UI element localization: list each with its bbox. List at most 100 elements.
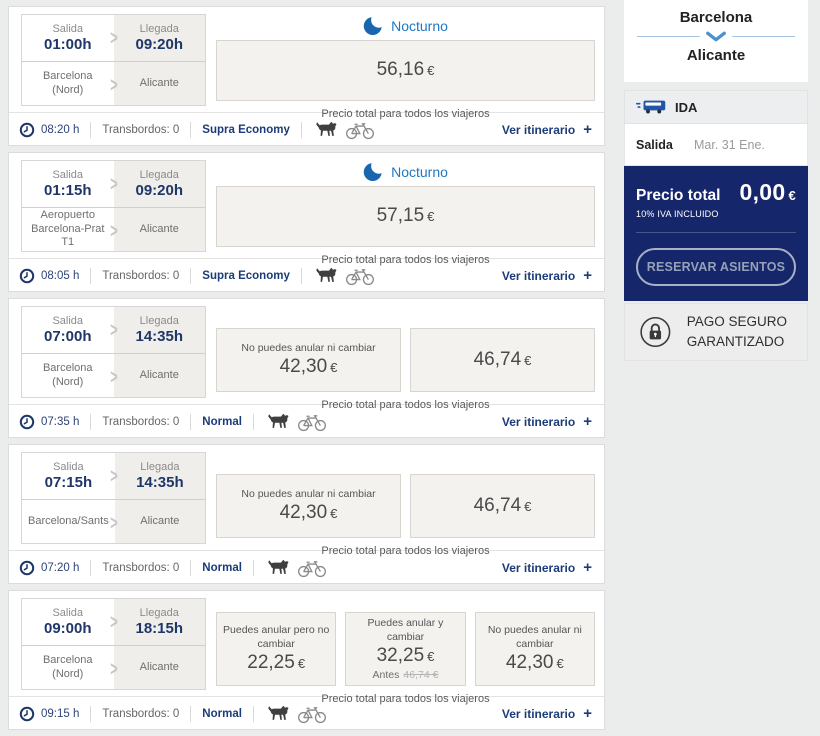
price-note: Precio total para todos los viajeros xyxy=(321,545,490,557)
antes-label: Antes xyxy=(372,669,400,682)
origin-station: Barcelona (Nord) xyxy=(42,361,93,388)
chevron-right-icon: > xyxy=(109,465,118,488)
fare-option[interactable]: Puedes anular y cambiar 32,25 € Antes 46,74 … xyxy=(345,612,466,687)
destination-station: Alicante xyxy=(139,660,179,673)
ver-itinerario-link[interactable]: Ver itinerario + xyxy=(502,705,592,722)
clock-icon xyxy=(19,122,35,137)
fare-price: 56,16 € xyxy=(376,59,435,81)
divider xyxy=(190,413,192,430)
departure-cell: Salida 07:15h Barcelona/Sants xyxy=(22,453,115,543)
fare-option[interactable]: No puedes anular ni cambiar 42,30 € xyxy=(474,612,595,687)
fare-price: 22,25 € xyxy=(247,652,306,674)
dog-icon xyxy=(268,706,289,720)
bicycle-icon xyxy=(345,268,374,285)
chevron-right-icon: > xyxy=(109,74,118,97)
fare-conditions: No puedes anular ni cambiar xyxy=(241,341,376,354)
bicycle-icon xyxy=(297,414,326,431)
fare-class: Supra Economy xyxy=(202,123,290,136)
arrival-time: 18:15h xyxy=(135,620,184,637)
destination-station: Alicante xyxy=(140,514,180,527)
journey-summary: Salida 01:15h Aeropuerto Barcelona-Prat … xyxy=(9,153,604,266)
salida-label: Salida xyxy=(52,315,84,327)
fare-price: 42,30 € xyxy=(280,502,338,524)
chevron-right-icon: > xyxy=(109,319,118,342)
ver-itinerario-label: Ver itinerario xyxy=(501,268,576,283)
divider xyxy=(252,413,254,430)
fare-option[interactable]: Puedes anular pero no cambiar 22,25 € xyxy=(216,612,337,687)
departure-time: 07:15h xyxy=(44,474,93,491)
total-price-panel: Precio total 0,00 € 10% IVA INCLUIDO RESE… xyxy=(624,166,808,301)
fare-amount: 57,15 xyxy=(376,205,425,227)
llegada-label: Llegada xyxy=(140,461,180,473)
clock-icon xyxy=(19,414,35,429)
old-price: 46,74 € xyxy=(403,669,439,682)
fare-option[interactable]: No puedes anular ni cambiar 42,30 € xyxy=(216,328,401,392)
departure-date: Mar. 31 Ene. xyxy=(694,137,765,152)
transfers: Transbordos: 0 xyxy=(102,415,180,428)
time-block: Salida 01:00h Barcelona (Nord) Llegada 0… xyxy=(21,14,206,106)
departure-cell: Salida 01:15h Aeropuerto Barcelona-Prat … xyxy=(22,161,114,251)
llegada-label: Llegada xyxy=(139,315,179,327)
currency-symbol: € xyxy=(427,209,435,225)
chevron-right-icon: > xyxy=(109,27,118,50)
llegada-label: Llegada xyxy=(139,607,179,619)
divider xyxy=(90,705,92,722)
journey-details-bar: 08:05 h Transbordos: 0 Supra Economy Ver… xyxy=(9,258,604,292)
origin-station: Barcelona/Sants xyxy=(28,514,109,527)
ver-itinerario-link[interactable]: Ver itinerario + xyxy=(502,267,592,284)
moon-icon xyxy=(363,161,385,182)
chevron-right-icon: > xyxy=(109,220,118,243)
price-area: No puedes anular ni cambiar 42,30 €46,74 € … xyxy=(216,452,595,557)
fare-price: 46,74 € xyxy=(474,495,532,517)
fare-amount: 56,16 xyxy=(376,59,425,81)
fare-option[interactable]: No puedes anular ni cambiar 42,30 € xyxy=(216,474,401,538)
fare-amount: 22,25 xyxy=(247,652,295,674)
divider-line xyxy=(637,36,700,37)
ver-itinerario-link[interactable]: Ver itinerario + xyxy=(502,559,592,576)
destination-station: Alicante xyxy=(139,368,179,381)
fare-class: Normal xyxy=(202,561,242,574)
origin-station: Aeropuerto Barcelona-Prat T1 xyxy=(31,208,105,249)
time-block: Salida 07:00h Barcelona (Nord) Llegada 1… xyxy=(21,306,206,398)
ver-itinerario-label: Ver itinerario xyxy=(501,414,576,429)
total-price-label: Precio total xyxy=(636,187,721,204)
departure-date-row: Salida Mar. 31 Ene. xyxy=(624,124,808,166)
chevron-down-icon xyxy=(706,31,726,42)
fare-option[interactable]: 46,74 € xyxy=(410,328,595,392)
fare-price: 42,30 € xyxy=(505,652,564,674)
duration: 08:05 h xyxy=(41,269,80,282)
iva-note: 10% IVA INCLUIDO xyxy=(636,209,719,219)
divider xyxy=(190,267,192,284)
fare-option[interactable]: 57,15 € xyxy=(216,186,595,247)
fare-option[interactable]: 56,16 € xyxy=(216,40,595,101)
time-block: Salida 09:00h Barcelona (Nord) Llegada 1… xyxy=(21,598,206,690)
journey-summary: Salida 07:15h Barcelona/Sants Llegada 14… xyxy=(9,445,604,557)
currency-symbol: € xyxy=(788,188,796,203)
duration: 09:15 h xyxy=(41,707,80,720)
transfers: Transbordos: 0 xyxy=(102,707,180,720)
divider xyxy=(90,121,92,138)
ver-itinerario-label: Ver itinerario xyxy=(501,560,576,575)
fare-amount: 42,30 xyxy=(505,652,554,674)
fare-amount: 42,30 xyxy=(279,356,328,378)
reserve-seats-button[interactable]: RESERVAR ASIENTOS xyxy=(636,248,796,286)
ver-itinerario-link[interactable]: Ver itinerario + xyxy=(502,121,592,138)
journey-details-bar: 07:35 h Transbordos: 0 Normal Ver itiner… xyxy=(9,404,604,438)
duration: 07:35 h xyxy=(41,415,80,428)
direction-header: IDA xyxy=(624,90,808,124)
booking-sidebar: Barcelona Alicante IDA Salida Mar. 31 En… xyxy=(624,0,808,361)
journey-summary: Salida 09:00h Barcelona (Nord) Llegada 1… xyxy=(9,591,604,705)
time-block: Salida 01:15h Aeropuerto Barcelona-Prat … xyxy=(21,160,206,252)
ver-itinerario-link[interactable]: Ver itinerario + xyxy=(502,413,592,430)
journey-details-bar: 08:20 h Transbordos: 0 Supra Economy Ver… xyxy=(9,112,604,146)
currency-symbol: € xyxy=(297,656,306,672)
arrival-time: 14:35h xyxy=(135,328,184,345)
fare-boxes: No puedes anular ni cambiar 42,30 € 46,74 € xyxy=(216,474,595,538)
currency-symbol: € xyxy=(556,656,564,672)
fare-option[interactable]: 46,74 € xyxy=(410,474,595,538)
plus-icon: + xyxy=(583,559,592,576)
transfers: Transbordos: 0 xyxy=(102,269,180,282)
chevron-right-icon: > xyxy=(109,512,118,535)
divider-line xyxy=(732,36,795,37)
duration: 07:20 h xyxy=(41,561,80,574)
